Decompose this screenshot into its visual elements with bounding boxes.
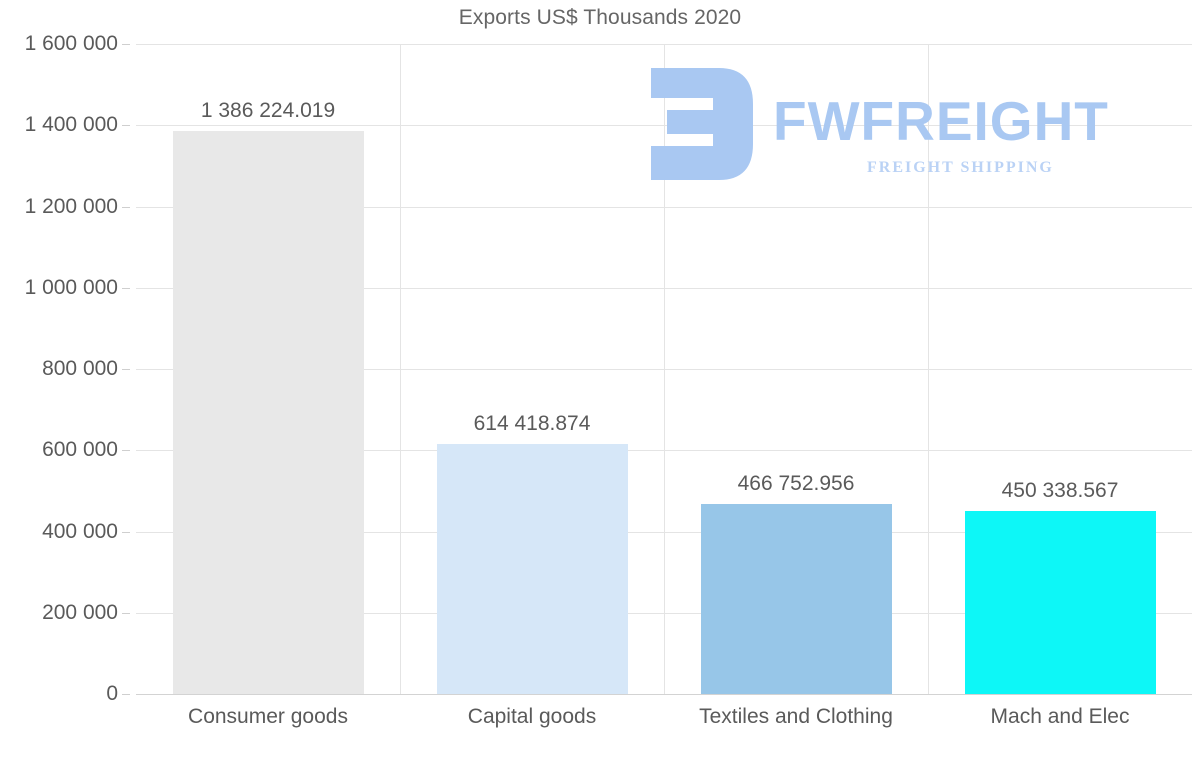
bar[interactable] bbox=[964, 511, 1156, 694]
bar[interactable] bbox=[172, 130, 364, 694]
x-tick-label: Textiles and Clothing bbox=[699, 705, 893, 728]
bar-value-label: 466 752.956 bbox=[737, 472, 855, 496]
y-tick-label: 0 bbox=[106, 682, 118, 705]
bar-value-label: 1 386 224.019 bbox=[200, 98, 336, 122]
gridline-vertical bbox=[664, 44, 665, 694]
bar-value-label: 614 418.874 bbox=[473, 412, 591, 436]
bars-layer: 1 386 224.019 614 418.874 466 752.956 450 3… bbox=[136, 44, 1192, 694]
gridline-vertical bbox=[928, 44, 929, 694]
y-tick-mark bbox=[122, 206, 130, 208]
y-tick-mark bbox=[122, 287, 130, 289]
y-tick-mark bbox=[122, 369, 130, 370]
y-tick-label: 1 400 000 bbox=[24, 113, 118, 137]
y-tick-label: 1 000 000 bbox=[24, 275, 118, 299]
y-tick-label: 600 000 bbox=[42, 438, 118, 462]
y-tick-mark bbox=[122, 612, 130, 614]
y-tick-label: 800 000 bbox=[42, 357, 118, 380]
x-tick-label: Capital goods bbox=[467, 705, 597, 728]
y-tick-label: 200 000 bbox=[42, 600, 118, 624]
y-tick-mark bbox=[122, 694, 130, 695]
y-tick-mark bbox=[122, 450, 130, 452]
x-tick-label: Mach and Elec bbox=[990, 705, 1130, 728]
y-tick-label: 1 600 000 bbox=[24, 32, 118, 55]
bar[interactable] bbox=[436, 444, 628, 694]
chart-title: Exports US$ Thousands 2020 bbox=[458, 6, 742, 29]
y-tick-label: 400 000 bbox=[42, 519, 118, 543]
bar-value-label: 450 338.567 bbox=[1001, 479, 1119, 503]
x-tick-label: Consumer goods bbox=[188, 705, 348, 728]
y-tick-label: 1 200 000 bbox=[24, 194, 118, 218]
x-axis: Consumer goods Capital goods Textiles and … bbox=[136, 699, 1192, 747]
gridline-vertical bbox=[400, 44, 401, 694]
y-tick-mark bbox=[122, 125, 130, 127]
y-tick-mark bbox=[122, 531, 130, 533]
y-tick-mark bbox=[122, 44, 130, 45]
y-axis: 0 200 000 400 000 600 000 800 000 1 000 000 1 … bbox=[0, 0, 136, 763]
gridline-horizontal bbox=[136, 694, 1192, 695]
bar[interactable] bbox=[700, 504, 892, 694]
